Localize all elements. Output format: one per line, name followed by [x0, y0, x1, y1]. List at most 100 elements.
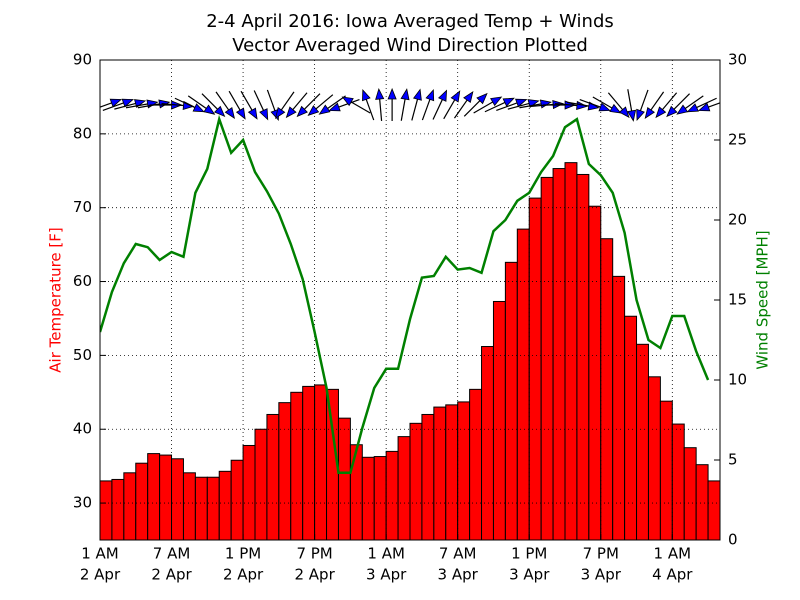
bar [683, 447, 697, 541]
bar [314, 384, 328, 541]
vector-head [627, 109, 637, 122]
wind-vector [592, 96, 622, 114]
bar [469, 388, 483, 541]
vector-head [450, 90, 461, 103]
x-tick-label: 2 Apr [294, 566, 335, 584]
x-tick-label: 3 Apr [438, 566, 479, 584]
x-tick-label: 7 PM [583, 545, 619, 563]
vector-head [213, 105, 226, 118]
bar [349, 444, 363, 541]
bar [457, 401, 471, 541]
bar [600, 238, 614, 541]
vector-head [644, 106, 655, 119]
y-axis-label: Air Temperature [F] [47, 227, 65, 372]
x-tick-label: 4 Apr [652, 566, 693, 584]
wind-vector [655, 92, 678, 119]
wind-vector [607, 92, 630, 119]
x-tick-label: 3 Apr [509, 566, 550, 584]
wind-vector [215, 91, 235, 119]
bar [278, 402, 292, 541]
bar [242, 444, 256, 541]
bar [230, 459, 244, 541]
bar [659, 400, 673, 541]
wind-vector [240, 90, 258, 120]
wind-vector [443, 90, 461, 120]
bar [540, 176, 554, 541]
bar [695, 464, 709, 541]
vector-head [425, 88, 435, 102]
wind-vector [554, 100, 588, 111]
x-tick-label: 3 Apr [581, 566, 622, 584]
wind-vector [400, 88, 410, 121]
wind-vector [228, 90, 246, 120]
bar [433, 406, 447, 541]
vector-head [666, 105, 678, 118]
vector-head [341, 96, 354, 107]
bar [421, 413, 435, 541]
bar [182, 472, 196, 541]
vector-head [598, 102, 611, 112]
wind-vector [666, 93, 691, 118]
vector-head [476, 92, 488, 105]
x-tick-label: 7 AM [439, 545, 477, 563]
x-tick-label: 1 PM [225, 545, 261, 563]
wind-vector [473, 96, 503, 114]
y-tick-label: 80 [73, 124, 92, 142]
vector-head [275, 106, 286, 119]
vector-head [328, 102, 341, 112]
vector-head [400, 88, 410, 101]
bar [636, 343, 649, 541]
bar [373, 456, 387, 541]
vector-head [412, 88, 422, 101]
bar [171, 458, 184, 541]
bar [218, 470, 232, 541]
wind-vector [644, 91, 665, 119]
wind-vector [496, 98, 528, 112]
x-tick-label: 1 AM [81, 545, 119, 563]
wind-vector [579, 98, 611, 112]
bar [576, 173, 590, 541]
bar [290, 391, 304, 541]
chart-title: 2-4 April 2016: Iowa Averaged Temp + Win… [206, 11, 614, 32]
wind-vector [484, 97, 515, 113]
vector-head [438, 89, 448, 102]
vector-head [686, 103, 699, 113]
y-tick-label: 90 [73, 51, 92, 69]
bar [266, 413, 280, 541]
vector-head [387, 87, 397, 100]
wind-vector [253, 90, 269, 121]
wind-vector [341, 96, 371, 114]
wind-vector [375, 87, 385, 121]
bar [564, 162, 578, 541]
vector-head [192, 103, 205, 113]
wind-vector [686, 97, 717, 113]
vector-head [609, 103, 622, 114]
bar [123, 472, 137, 541]
vector-head [375, 87, 385, 100]
x-tick-label: 1 AM [367, 545, 405, 563]
x-tick-label: 7 AM [153, 545, 191, 563]
bar [612, 275, 626, 541]
wind-vector [362, 88, 375, 121]
y2-axis-label: Wind Speed [MPH] [754, 230, 772, 369]
y-tick-label: 30 [73, 494, 92, 512]
bar [481, 346, 494, 541]
bar [254, 428, 268, 541]
vector-head [307, 105, 320, 116]
y2-tick-label: 30 [728, 51, 747, 69]
y2-tick-label: 20 [728, 211, 747, 229]
bar [588, 205, 602, 541]
bar [337, 417, 351, 541]
bar [111, 478, 125, 541]
x-tick-label: 1 PM [511, 545, 547, 563]
bar [361, 456, 375, 541]
bar [707, 480, 721, 541]
y2-tick-label: 25 [728, 131, 747, 149]
bar [159, 454, 173, 541]
vector-head [636, 108, 645, 122]
vector-head [203, 104, 216, 115]
vector-head [502, 97, 515, 107]
wind-vector [318, 95, 346, 115]
wind-vector [387, 87, 397, 121]
